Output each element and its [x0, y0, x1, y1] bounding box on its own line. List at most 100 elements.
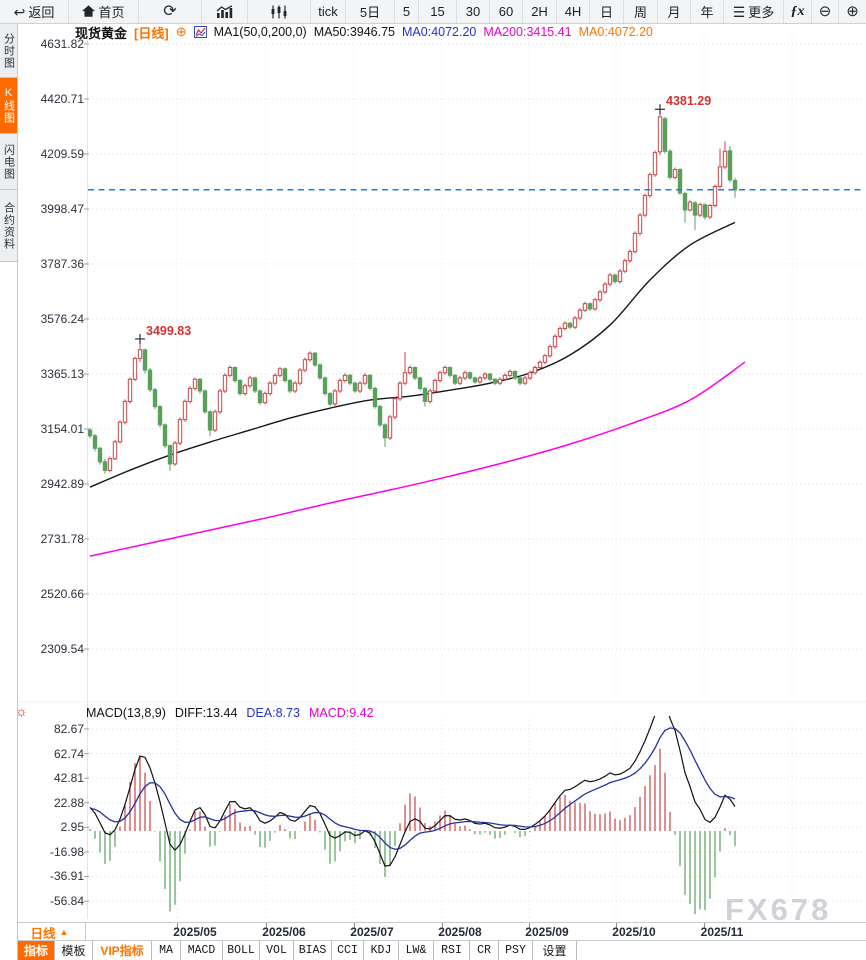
- price-axis-label: 3576.24: [40, 312, 84, 326]
- fx-icon: ƒx: [790, 3, 805, 19]
- x-axis-tick: [616, 923, 617, 928]
- zoom-in-icon: ⊕: [846, 3, 859, 20]
- interval-weekly-button[interactable]: 周: [624, 0, 658, 23]
- price-axis-label: 3365.13: [40, 367, 84, 381]
- macd-macd-value: MACD:9.42: [308, 706, 374, 720]
- tab-boll[interactable]: BOLL: [223, 941, 260, 960]
- tab-settings[interactable]: 设置: [533, 941, 577, 960]
- interval-30m-button[interactable]: 30: [457, 0, 490, 23]
- tab-vip-indicator[interactable]: VIP指标: [93, 941, 152, 960]
- refresh-button[interactable]: ⟳: [139, 0, 202, 23]
- interval-2h-button[interactable]: 2H: [523, 0, 557, 23]
- macd-axis-label: 42.81: [53, 771, 84, 785]
- more-button[interactable]: ☰ 更多: [724, 0, 784, 23]
- macd-axis-label: -56.84: [49, 894, 84, 908]
- interval-tick-button[interactable]: tick: [311, 0, 346, 23]
- home-button[interactable]: 首页: [69, 0, 139, 23]
- price-axis-label: 2309.54: [40, 642, 84, 656]
- tab-vol[interactable]: VOL: [260, 941, 294, 960]
- macd-settings-icon[interactable]: ☼: [15, 703, 28, 719]
- triangle-up-icon: ▲: [59, 927, 69, 937]
- price-axis-label: 3787.36: [40, 257, 84, 271]
- interval-yearly-button[interactable]: 年: [691, 0, 724, 23]
- back-button[interactable]: ↩ 返回: [0, 0, 69, 23]
- tab-bias[interactable]: BIAS: [294, 941, 332, 960]
- left-sidebar: 分时图 K线图 闪电图 合约资料: [0, 24, 18, 960]
- interval-5m-button[interactable]: 5: [395, 0, 419, 23]
- x-axis-tick: [266, 923, 267, 928]
- refresh-icon: ⟳: [163, 2, 177, 20]
- fx-indicator-button[interactable]: ƒx: [784, 0, 812, 23]
- macd-title: MACD(13,8,9): [86, 706, 166, 720]
- x-axis-label: 2025/09: [525, 925, 569, 939]
- home-icon: [82, 5, 96, 17]
- tab-lwr[interactable]: LW&: [399, 941, 434, 960]
- annotation-0: 4381.29: [666, 94, 712, 109]
- macd-axis-label: 22.88: [53, 796, 84, 810]
- price-axis-label: 2942.89: [40, 477, 84, 491]
- macd-dea-value: DEA:8.73: [246, 706, 300, 720]
- tab-rsi[interactable]: RSI: [434, 941, 470, 960]
- x-axis-label: 2025/05: [173, 925, 217, 939]
- indicator-tabs: 指标 模板 VIP指标 MA MACD BOLL VOL BIAS CCI KD…: [0, 940, 866, 960]
- interval-60m-button[interactable]: 60: [490, 0, 523, 23]
- chart-header: 现货黄金 [日线] ⊕ MA1(50,0,200,0) MA50:3946.75…: [75, 24, 653, 41]
- x-axis-tick: [704, 923, 705, 928]
- ma200-value: MA200:3415.41: [483, 25, 572, 39]
- x-axis-label: 2025/07: [350, 925, 394, 939]
- zoom-out-icon: ⊖: [818, 3, 832, 20]
- add-icon[interactable]: ⊕: [175, 24, 187, 39]
- x-axis-row: 日线 ▲ 2025/05 2025/06 2025/07 2025/08 202…: [0, 922, 866, 941]
- annotation-1: 3499.83: [146, 323, 192, 338]
- zoom-in-button[interactable]: ⊕: [839, 0, 866, 23]
- menu-icon: ☰: [732, 3, 746, 20]
- x-axis-label: 2025/08: [438, 925, 482, 939]
- ma-config-label: MA1(50,0,200,0): [213, 25, 307, 39]
- x-axis-label: 2025/06: [262, 925, 306, 939]
- tab-cci[interactable]: CCI: [332, 941, 364, 960]
- interval-15m-button[interactable]: 15: [419, 0, 457, 23]
- tab-cr[interactable]: CR: [470, 941, 499, 960]
- top-toolbar: ↩ 返回 首页 ⟳ tick 5日 5 15 30 60 2H 4H 日 周 月 …: [0, 0, 866, 24]
- tab-ma[interactable]: MA: [152, 941, 181, 960]
- mini-chart-icon: [193, 26, 207, 38]
- sidebar-item-time-chart[interactable]: 分时图: [0, 24, 17, 78]
- period-selector-label: 日线: [30, 926, 56, 941]
- macd-axis-label: 62.74: [53, 747, 84, 761]
- interval-monthly-button[interactable]: 月: [658, 0, 691, 23]
- tab-macd[interactable]: MACD: [181, 941, 223, 960]
- sidebar-item-lightning-chart[interactable]: 闪电图: [0, 134, 17, 190]
- ma0-orange-value: MA0:4072.20: [578, 25, 653, 39]
- ma50-value: MA50:3946.75: [313, 25, 396, 39]
- zoom-out-button[interactable]: ⊖: [812, 0, 839, 23]
- interval-4h-button[interactable]: 4H: [557, 0, 590, 23]
- sidebar-item-contract-info[interactable]: 合约资料: [0, 190, 17, 262]
- x-axis-tick: [354, 923, 355, 928]
- tab-kdj[interactable]: KDJ: [364, 941, 399, 960]
- bar-chart-icon: [216, 4, 232, 18]
- price-axis-label: 3998.47: [40, 202, 84, 216]
- price-axis-label: 2520.66: [40, 587, 84, 601]
- macd-axis-label: 2.95: [60, 820, 84, 834]
- ma0-blue-value: MA0:4072.20: [402, 25, 477, 39]
- interval-5d-button[interactable]: 5日: [346, 0, 395, 23]
- bar-chart-view-button[interactable]: [202, 0, 248, 23]
- candle-chart-icon: [271, 5, 287, 18]
- x-axis-label: 2025/10: [612, 925, 656, 939]
- tab-template[interactable]: 模板: [55, 941, 93, 960]
- sidebar-item-kline-chart[interactable]: K线图: [0, 78, 17, 134]
- tab-psy[interactable]: PSY: [499, 941, 533, 960]
- macd-axis-label: 82.67: [53, 722, 84, 736]
- candle-view-button[interactable]: [248, 0, 311, 23]
- interval-daily-button[interactable]: 日: [590, 0, 624, 23]
- x-axis-tick: [529, 923, 530, 928]
- tab-indicator[interactable]: 指标: [18, 941, 55, 960]
- symbol-name: 现货黄金: [75, 25, 128, 41]
- macd-diff-value: DIFF:13.44: [174, 706, 238, 720]
- macd-axis-label: -16.98: [49, 845, 84, 859]
- period-selector[interactable]: 日线 ▲: [13, 923, 86, 941]
- macd-header: MACD(13,8,9) DIFF:13.44 DEA:8.73 MACD:9.…: [86, 706, 374, 720]
- x-axis-tick: [177, 923, 178, 928]
